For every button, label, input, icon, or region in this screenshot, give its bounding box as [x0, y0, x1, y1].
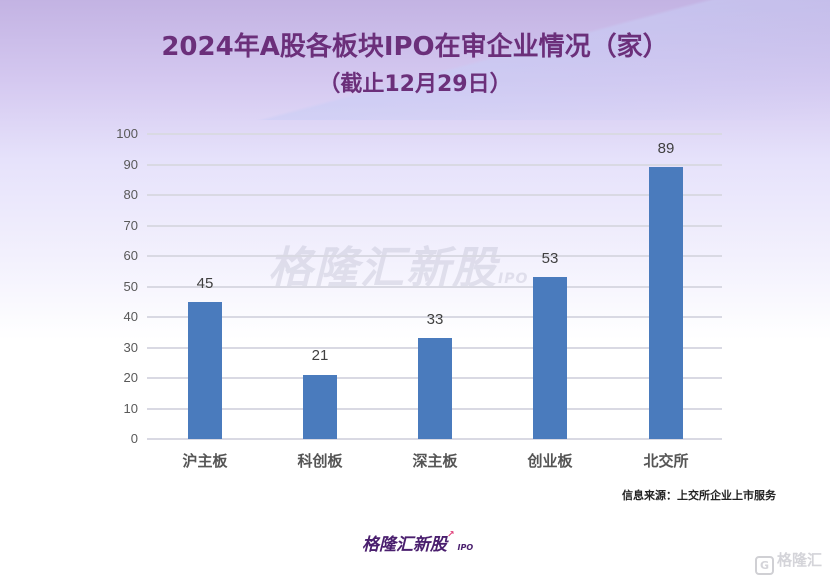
data-label: 89	[657, 140, 675, 157]
chart-subtitle: （截止12月29日）	[318, 72, 512, 97]
watermark: 格隆汇新股IPO	[268, 232, 528, 296]
corner-watermark: G 格隆汇	[755, 549, 822, 575]
y-tick: 70	[123, 218, 138, 233]
x-label: 深主板	[412, 452, 458, 470]
g-logo-icon: G	[755, 556, 774, 575]
brand-ipo: IPO	[457, 543, 474, 552]
corner-logo-text: 格隆汇	[777, 551, 823, 569]
y-tick: 60	[123, 248, 138, 263]
bar-创业板	[533, 277, 567, 439]
y-tick: 0	[130, 431, 138, 446]
x-label: 沪主板	[182, 452, 228, 470]
gridline	[147, 133, 722, 135]
brand-text: 格隆汇新股	[362, 535, 447, 555]
gridline	[147, 194, 722, 196]
gridline	[147, 255, 722, 257]
y-tick: 50	[123, 279, 138, 294]
source-note: 信息来源：上交所企业上市服务	[622, 489, 776, 502]
bar-深主板	[418, 338, 452, 439]
y-tick: 10	[123, 401, 138, 416]
x-label: 创业板	[527, 452, 573, 470]
gridline	[147, 286, 722, 288]
gridline	[147, 225, 722, 227]
bar-科创板	[303, 375, 337, 439]
x-label: 科创板	[297, 452, 343, 470]
y-tick: 90	[123, 157, 138, 172]
gridline	[147, 316, 722, 318]
bar-沪主板	[188, 302, 222, 439]
y-tick: 40	[123, 309, 138, 324]
bar-北交所	[649, 167, 683, 439]
data-label: 45	[196, 275, 214, 292]
data-label: 53	[541, 250, 559, 267]
y-tick: 100	[116, 126, 138, 141]
x-label: 北交所	[643, 452, 689, 470]
y-tick: 30	[123, 340, 138, 355]
data-label: 21	[311, 347, 329, 364]
x-axis-line	[147, 438, 722, 440]
y-tick: 20	[123, 370, 138, 385]
watermark-ipo: IPO	[498, 271, 529, 287]
trend-arrow-icon: ↗	[447, 530, 455, 540]
brand-logo: 格隆汇新股↗IPO	[362, 530, 473, 555]
gridline	[147, 164, 722, 166]
y-tick: 80	[123, 187, 138, 202]
data-label: 33	[426, 311, 444, 328]
chart-title: 2024年A股各板块IPO在审企业情况（家）	[161, 32, 669, 62]
watermark-text: 格隆汇新股	[268, 243, 498, 294]
